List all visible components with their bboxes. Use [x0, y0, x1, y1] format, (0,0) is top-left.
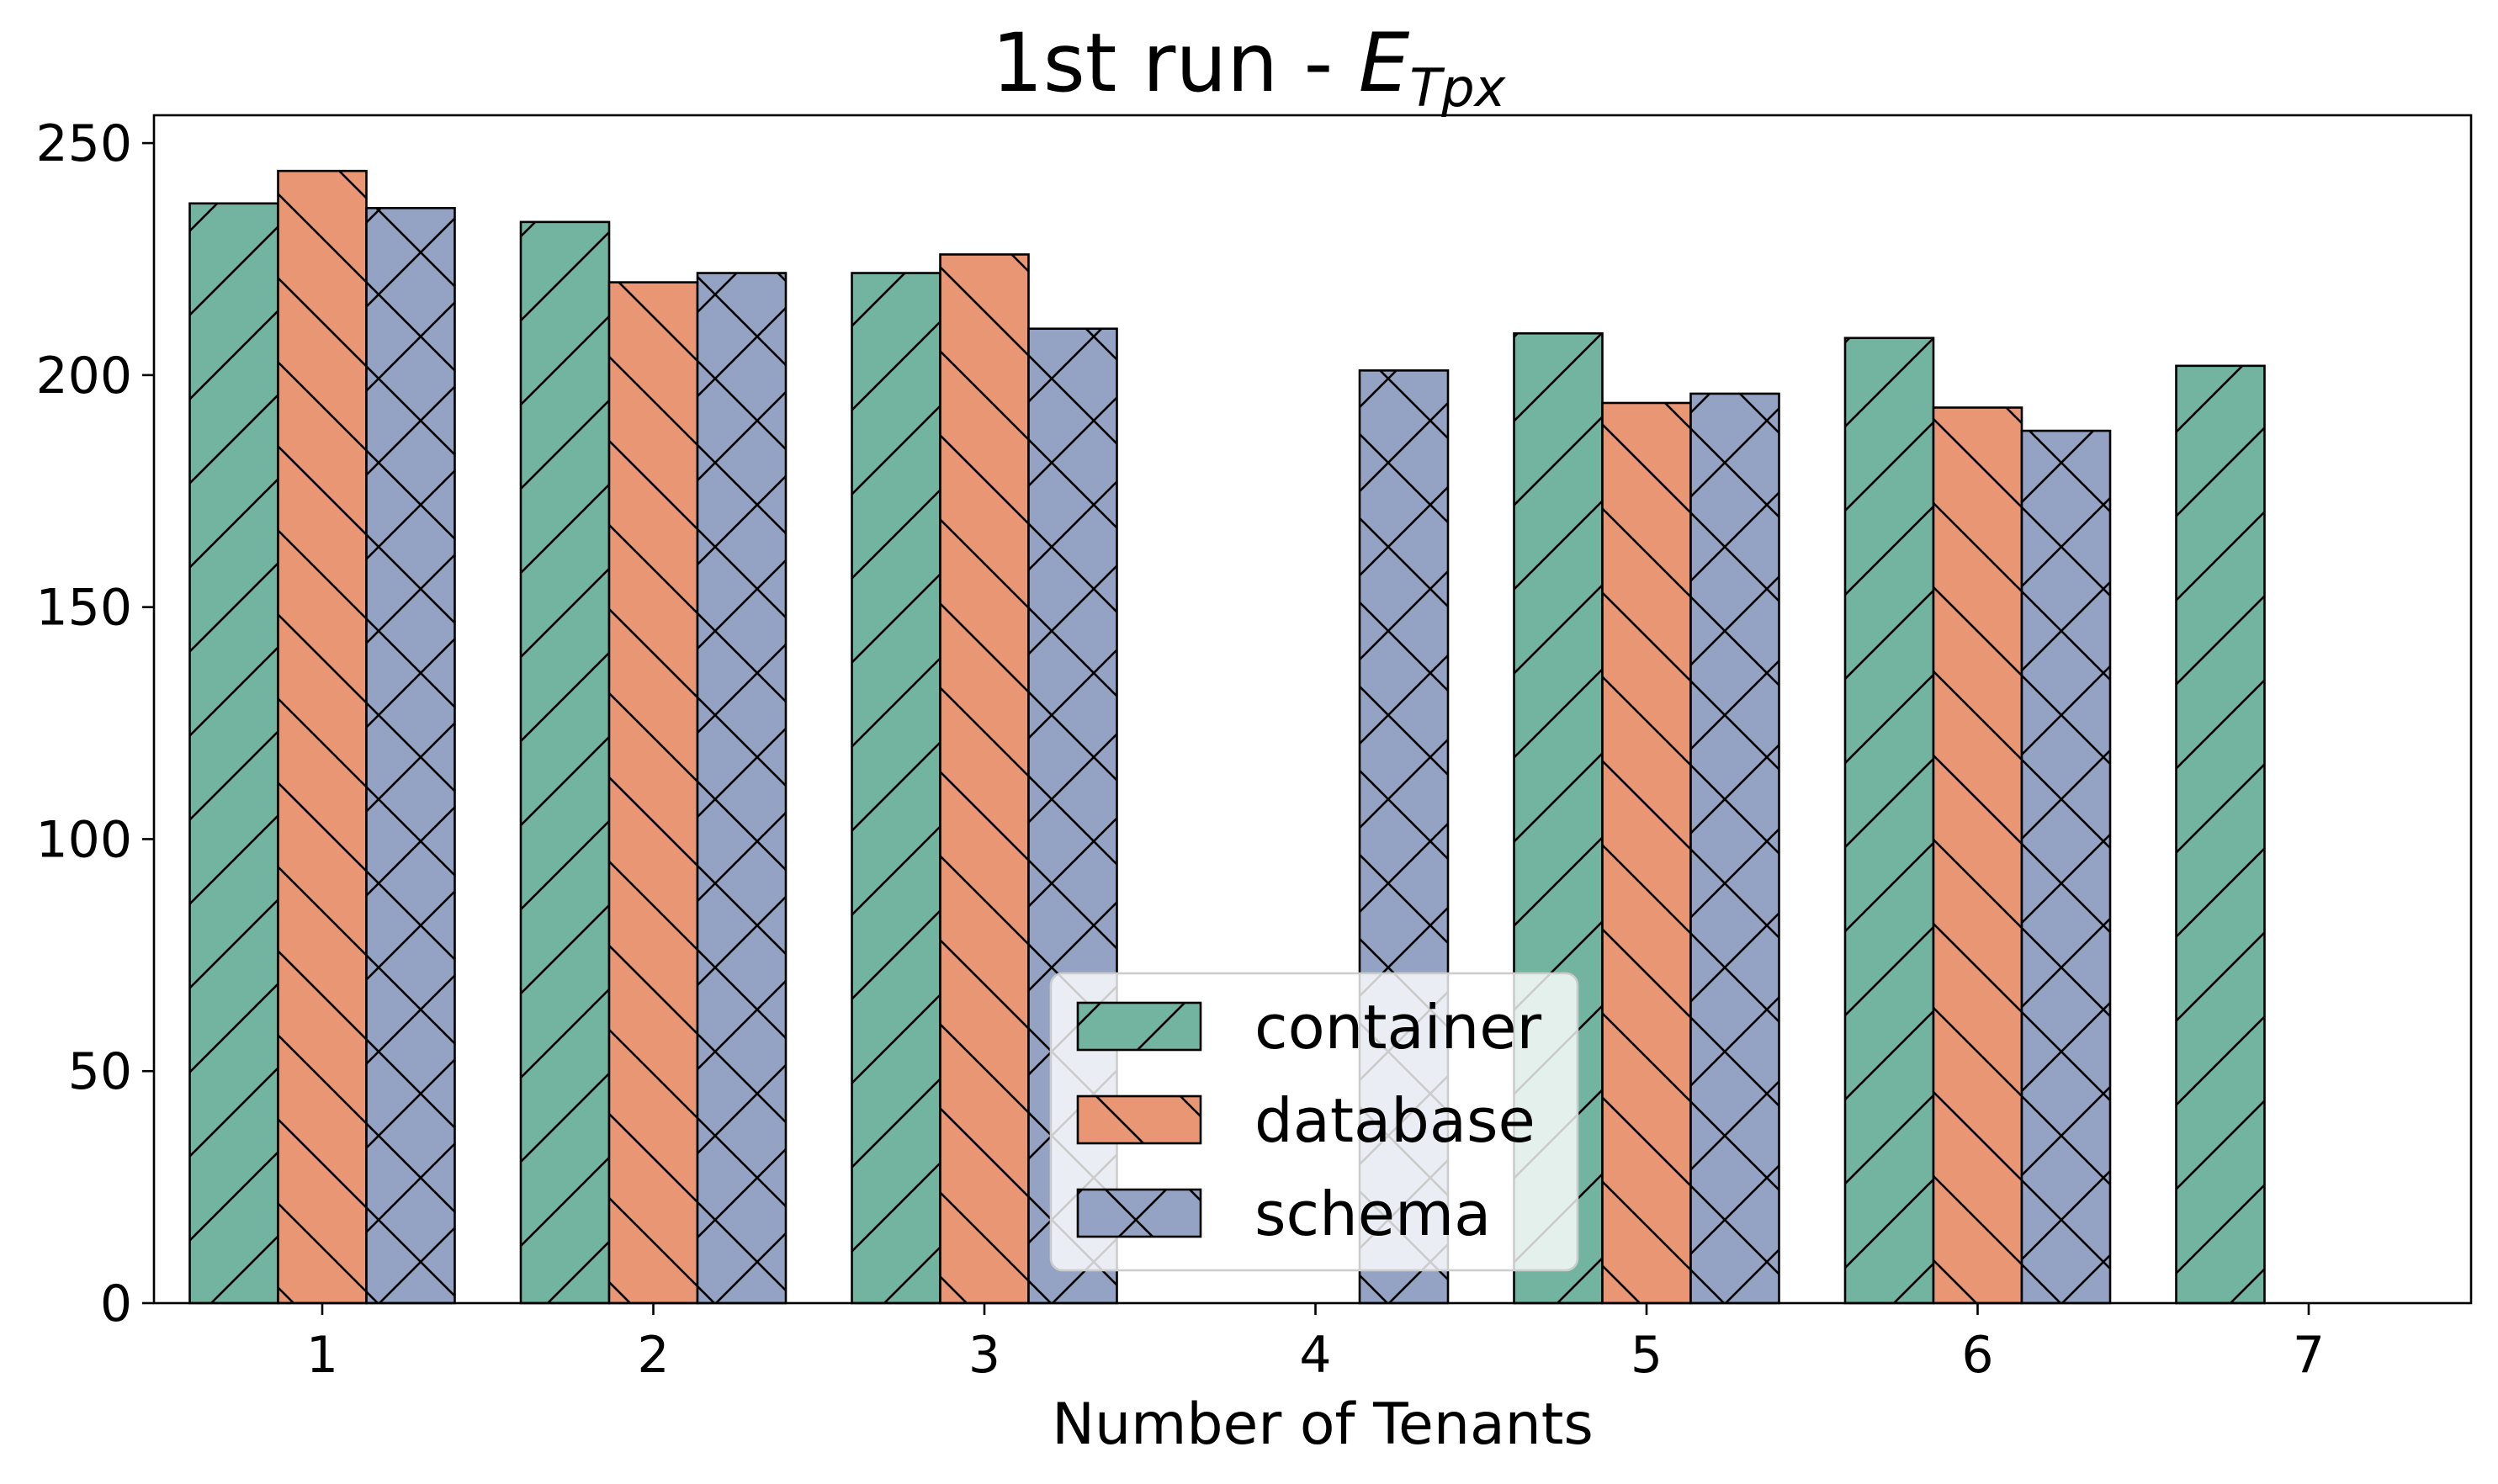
bar-database-6-hatch — [1932, 406, 2023, 1305]
legend: container database schema — [1049, 972, 1579, 1272]
x-tick-label: 4 — [1299, 1326, 1331, 1385]
bar-schema-2-hatch — [696, 272, 788, 1305]
title-math: E — [1359, 16, 1410, 110]
bar-container-7-hatch — [2175, 364, 2266, 1305]
y-tick-label: 200 — [35, 347, 132, 405]
legend-swatch-schema-hatch — [1076, 1188, 1202, 1238]
legend-label-schema: schema — [1254, 1179, 1491, 1249]
bar-database-1-hatch — [277, 169, 368, 1305]
y-tick-label: 100 — [35, 810, 132, 869]
bar-container-1-hatch — [188, 202, 279, 1305]
bar-container-3-hatch — [851, 272, 941, 1305]
bar-schema-6-hatch — [2020, 429, 2112, 1305]
bar-database-3-hatch — [939, 253, 1030, 1305]
legend-label-container: container — [1254, 992, 1542, 1063]
plot-frame — [152, 114, 2473, 1305]
legend-label-database: database — [1254, 1085, 1535, 1156]
y-tick-label: 0 — [100, 1275, 132, 1333]
x-tick-label: 6 — [1961, 1326, 1993, 1385]
bar-container-6-hatch — [1843, 337, 1935, 1305]
bar-database-5-hatch — [1601, 401, 1692, 1305]
y-tick-label: 250 — [35, 114, 132, 173]
x-tick-label: 3 — [968, 1326, 1000, 1385]
legend-swatch-container-hatch — [1076, 1001, 1202, 1052]
x-tick-label: 7 — [2293, 1326, 2325, 1385]
y-tick-label: 50 — [68, 1042, 132, 1101]
bar-container-2-hatch — [519, 220, 611, 1305]
bar-schema-1-hatch — [365, 207, 456, 1305]
x-tick-label: 1 — [306, 1326, 338, 1385]
x-tick-label: 2 — [637, 1326, 669, 1385]
x-tick-label: 5 — [1631, 1326, 1663, 1385]
legend-items: container database schema — [1076, 992, 1542, 1249]
legend-swatch-database-hatch — [1076, 1094, 1202, 1145]
y-axis-ticks: 0 50 100 150 200 250 — [35, 114, 154, 1333]
bar-schema-5-hatch — [1689, 392, 1780, 1305]
chart-title: 1st run - ETpx — [992, 16, 1507, 119]
title-subscript: Tpx — [1409, 57, 1506, 119]
y-tick-label: 150 — [35, 579, 132, 638]
x-axis-ticks: 1 2 3 4 5 6 7 — [306, 1303, 2325, 1385]
bar-database-2-hatch — [607, 281, 699, 1305]
x-axis-label: Number of Tenants — [1052, 1391, 1594, 1458]
title-prefix: 1st run - — [992, 16, 1359, 110]
